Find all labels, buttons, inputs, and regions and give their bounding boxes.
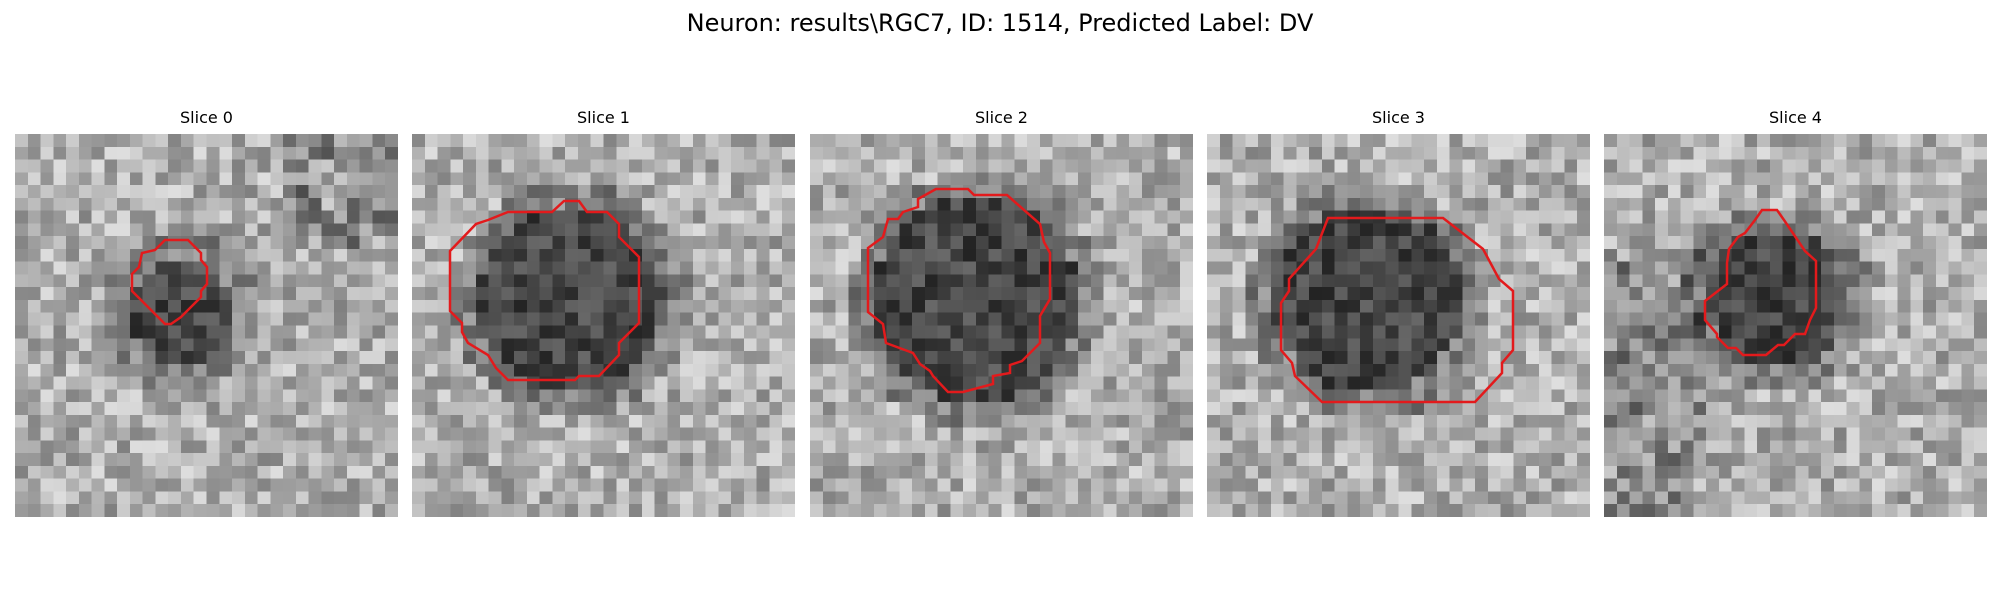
roi-outline <box>130 238 209 326</box>
slice-panel-2: Slice 2 <box>810 108 1193 517</box>
slice-pixels <box>15 134 398 517</box>
slice-title: Slice 2 <box>975 108 1028 127</box>
slice-title: Slice 4 <box>1769 108 1822 127</box>
slice-title: Slice 1 <box>577 108 630 127</box>
slice-panel-4: Slice 4 <box>1604 108 1987 517</box>
roi-contour <box>448 199 641 382</box>
slice-image <box>810 134 1193 517</box>
roi-contour <box>1703 208 1818 357</box>
roi-outline <box>1279 216 1515 404</box>
roi-outline <box>1703 208 1818 357</box>
roi-outline <box>448 199 641 382</box>
slice-panel-3: Slice 3 <box>1207 108 1590 517</box>
roi-contour <box>1279 216 1515 404</box>
roi-contour <box>866 187 1052 394</box>
slice-title: Slice 3 <box>1372 108 1425 127</box>
slice-image <box>1207 134 1590 517</box>
slice-image <box>1604 134 1987 517</box>
slice-pixels <box>1604 134 1987 517</box>
roi-contour <box>130 238 209 326</box>
slice-image <box>412 134 795 517</box>
figure-title: Neuron: results\RGC7, ID: 1514, Predicte… <box>686 9 1314 37</box>
slice-pixels <box>412 134 795 517</box>
slice-pixels <box>810 134 1193 517</box>
roi-outline <box>866 187 1052 394</box>
slice-image <box>15 134 398 517</box>
slice-panel-0: Slice 0 <box>15 108 398 517</box>
slice-title: Slice 0 <box>180 108 233 127</box>
slice-panel-1: Slice 1 <box>412 108 795 517</box>
slice-pixels <box>1207 134 1590 517</box>
